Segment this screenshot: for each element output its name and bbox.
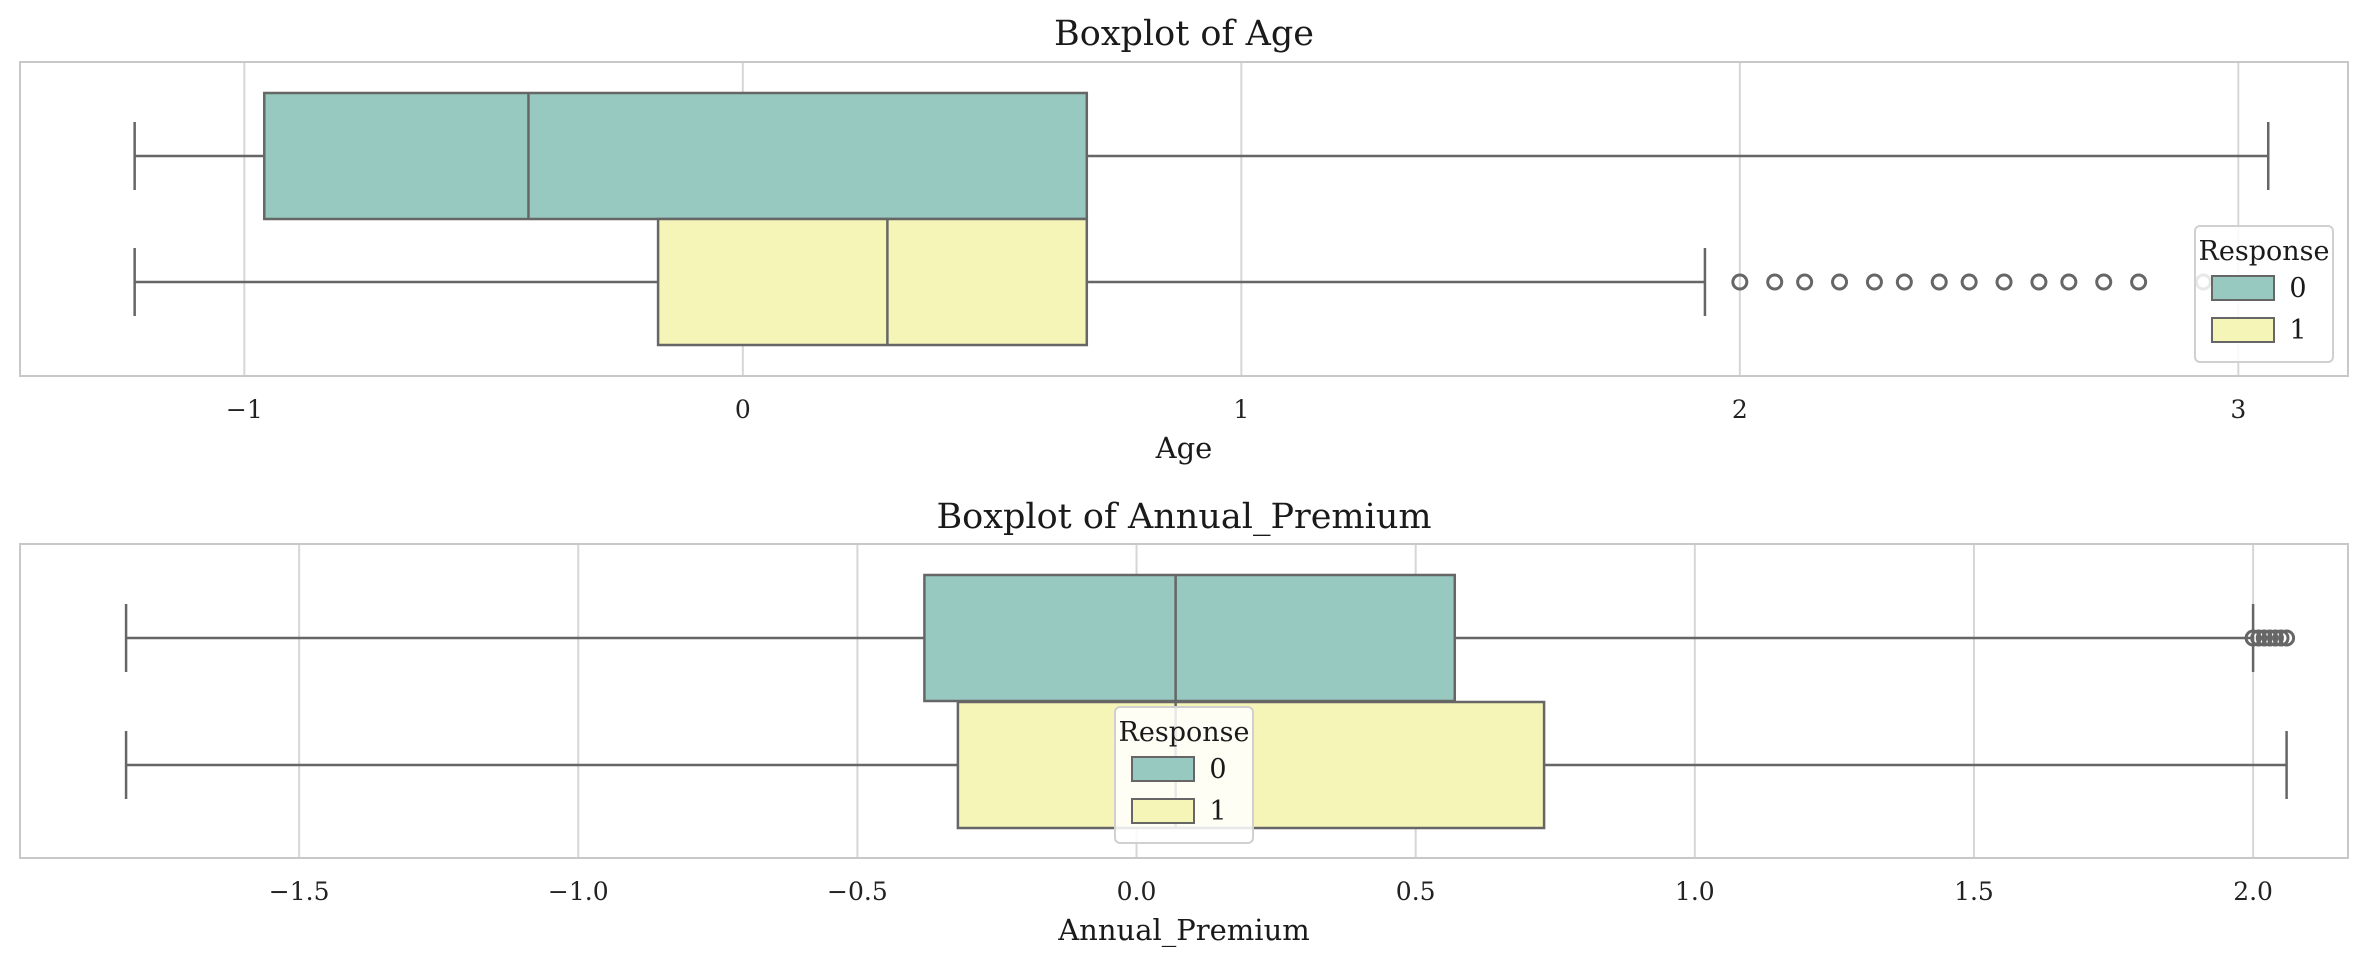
chart-title: Boxplot of Annual_Premium [936,497,1431,537]
x-tick-label: 0 [735,395,751,424]
x-tick-label: −0.5 [827,877,888,906]
legend-label-1: 1 [1209,796,1226,827]
outlier-point [2261,629,2279,647]
outlier-point [2130,273,2148,291]
x-tick-label: −1.0 [548,877,609,906]
legend-swatch-0 [1131,756,1195,782]
legend-swatch-1 [2211,317,2275,343]
x-tick-label: 2.0 [2233,877,2273,906]
legend-label-0: 0 [1209,754,1226,785]
outlier-point [1766,273,1784,291]
outlier-point [2030,273,2048,291]
x-axis-label: Age [1155,431,1213,465]
x-tick-label: 0.0 [1117,877,1157,906]
plot-frame [19,543,2349,859]
legend-title: Response [2199,236,2330,267]
chart-title: Boxplot of Age [1054,14,1314,54]
x-tick-label: 1.5 [1954,877,1994,906]
legend-swatch-0 [2211,275,2275,301]
outlier-point [1731,273,1749,291]
outlier-point [2244,629,2262,647]
outlier-point [2250,629,2268,647]
box-series-0 [263,91,1089,221]
outlier-point [2272,629,2290,647]
outlier-point [1865,273,1883,291]
legend-swatch-1 [1131,798,1195,824]
outlier-point [2266,629,2284,647]
outlier-point [1995,273,2013,291]
legend-label-1: 1 [2289,315,2306,346]
x-tick-label: 1 [1233,395,1249,424]
outlier-point [1796,273,1814,291]
outlier-point [1930,273,1948,291]
outlier-point [1831,273,1849,291]
x-tick-label: −1 [226,395,263,424]
plot-frame [19,61,2349,377]
legend-label-0: 0 [2289,273,2306,304]
outlier-point [2060,273,2078,291]
x-tick-label: 2 [1732,395,1748,424]
outlier-point [1895,273,1913,291]
box-series-1 [656,217,1089,347]
outlier-point [1960,273,1978,291]
box-series-0 [923,573,1457,703]
outlier-point [2278,629,2296,647]
legend-title: Response [1119,717,1250,748]
x-axis-label: Annual_Premium [1057,913,1310,948]
x-tick-label: 1.0 [1675,877,1715,906]
age-boxplot-panel: Boxplot of Age −1 0 1 2 3 Age Response 0 1 [19,14,2349,465]
outlier-point [2095,273,2113,291]
annual-premium-boxplot-panel: Boxplot of Annual_Premium −1.5 −1.0 −0.5 0.… [19,497,2349,948]
x-tick-label: 0.5 [1396,877,1436,906]
x-tick-label: 3 [2230,395,2246,424]
x-tick-label: −1.5 [269,877,330,906]
outlier-point [2255,629,2273,647]
